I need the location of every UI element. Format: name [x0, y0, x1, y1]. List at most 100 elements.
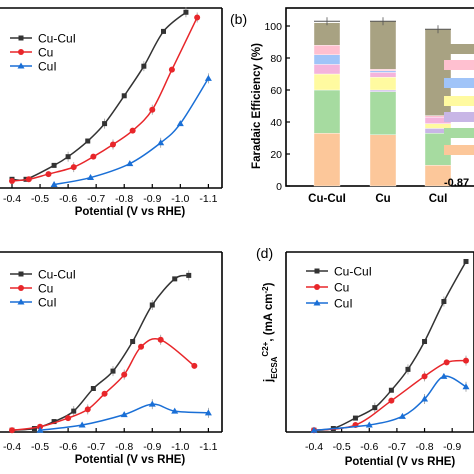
data-point: [422, 339, 428, 345]
legend-annotation: -0.87: [444, 177, 469, 189]
legend-label: CuI: [38, 60, 57, 74]
data-point: [365, 421, 373, 428]
panel-label: (b): [230, 11, 247, 27]
data-point: [36, 426, 44, 433]
legend-label: Cu-CuI: [38, 268, 76, 282]
data-point: [120, 411, 128, 418]
y-tick-label: 0: [276, 181, 282, 193]
data-point: [90, 386, 96, 391]
data-point: [149, 302, 155, 308]
series-cu: [9, 334, 198, 434]
legend-marker: [314, 284, 320, 290]
panel-a-potential-curves: -0.4 -0.5 -0.6 -0.7 -0.8 -0.9 -1.0 -1.1 Potentia…: [0, 7, 223, 218]
y-axis-label-part: ECSA: [270, 356, 279, 378]
data-point: [204, 74, 212, 81]
data-point: [388, 397, 395, 404]
x-tick-label: -1.1: [199, 193, 217, 205]
bar-segment: [369, 68, 397, 71]
y-tick-label: 20: [270, 149, 282, 161]
data-point: [65, 415, 72, 422]
series-cui: [36, 399, 212, 433]
x-tick-label: -0.6: [360, 441, 378, 453]
bar-segment: [313, 54, 341, 65]
legend-marker: [18, 49, 24, 55]
x-tick-label: -0.9: [443, 441, 461, 453]
x-category-label: Cu-CuI: [308, 193, 346, 205]
y-tick-label: 40: [270, 117, 282, 129]
data-point: [168, 66, 175, 73]
y-axis-label-part: -2: [261, 286, 270, 294]
data-point: [129, 127, 136, 134]
series-cu: [9, 12, 201, 185]
data-point: [183, 9, 189, 15]
legend-marker: [18, 285, 24, 291]
data-point: [463, 357, 469, 364]
data-point: [51, 162, 57, 168]
legend-swatch: [444, 112, 474, 122]
series-cui: [310, 372, 470, 433]
bar-segment: [369, 21, 397, 70]
legend-label: Cu: [334, 281, 349, 295]
data-point: [121, 371, 128, 378]
data-point: [398, 412, 406, 419]
legend-marker: [18, 271, 24, 277]
legend-label: CuI: [334, 297, 353, 311]
data-point: [405, 366, 411, 372]
data-point: [443, 359, 450, 366]
data-point: [421, 373, 428, 380]
x-tick-label: -0.9: [143, 193, 161, 205]
data-point: [9, 427, 15, 434]
data-point: [70, 164, 77, 171]
data-point: [194, 14, 201, 21]
data-point: [161, 28, 166, 34]
data-point: [90, 153, 97, 160]
data-point: [172, 276, 178, 282]
x-axis-label: Potential (V vs RHE): [75, 454, 186, 466]
series-line: [11, 17, 198, 182]
data-point: [441, 299, 447, 304]
data-point: [65, 154, 71, 160]
bar-cu-cui: [313, 17, 341, 187]
legend-swatch: [444, 145, 474, 155]
legend-label: CuI: [38, 296, 57, 310]
bar-segment: [369, 89, 397, 92]
data-point: [110, 368, 116, 374]
bar-segment: [313, 45, 341, 56]
series-line: [53, 77, 210, 186]
x-tick-label: -0.8: [115, 193, 133, 205]
data-point: [204, 409, 212, 416]
panel-label: (d): [256, 245, 273, 261]
legend-label: Cu: [38, 46, 53, 60]
bar-cu: [369, 17, 397, 187]
x-tick-label: -0.4: [305, 441, 323, 453]
data-point: [138, 343, 145, 350]
x-tick-label: -0.5: [31, 193, 49, 205]
series-line: [11, 11, 187, 182]
legend-marker: [17, 62, 25, 69]
legend-swatch: [444, 96, 474, 106]
x-tick-label: -0.8: [115, 441, 133, 453]
data-point: [141, 63, 147, 69]
x-tick-label: -0.4: [3, 193, 21, 205]
y-axis-label-part: ): [263, 282, 275, 286]
data-point: [149, 106, 156, 113]
series-cui: [50, 73, 212, 188]
data-point: [186, 272, 192, 278]
series-line: [11, 337, 195, 432]
data-point: [101, 390, 108, 397]
data-point: [171, 407, 179, 414]
x-tick-label: -0.6: [59, 193, 77, 205]
legend-swatch: [444, 78, 474, 88]
data-point: [50, 181, 58, 188]
legend-marker: [313, 299, 321, 306]
y-axis-label-part: j: [263, 379, 275, 383]
x-category-label: CuI: [429, 193, 448, 205]
data-point: [85, 138, 91, 144]
x-category-label: Cu: [375, 193, 390, 205]
y-axis-label-part: C2+: [261, 341, 270, 356]
data-point: [25, 176, 32, 183]
series-cu-cui: [9, 7, 189, 182]
data-point: [45, 171, 52, 178]
